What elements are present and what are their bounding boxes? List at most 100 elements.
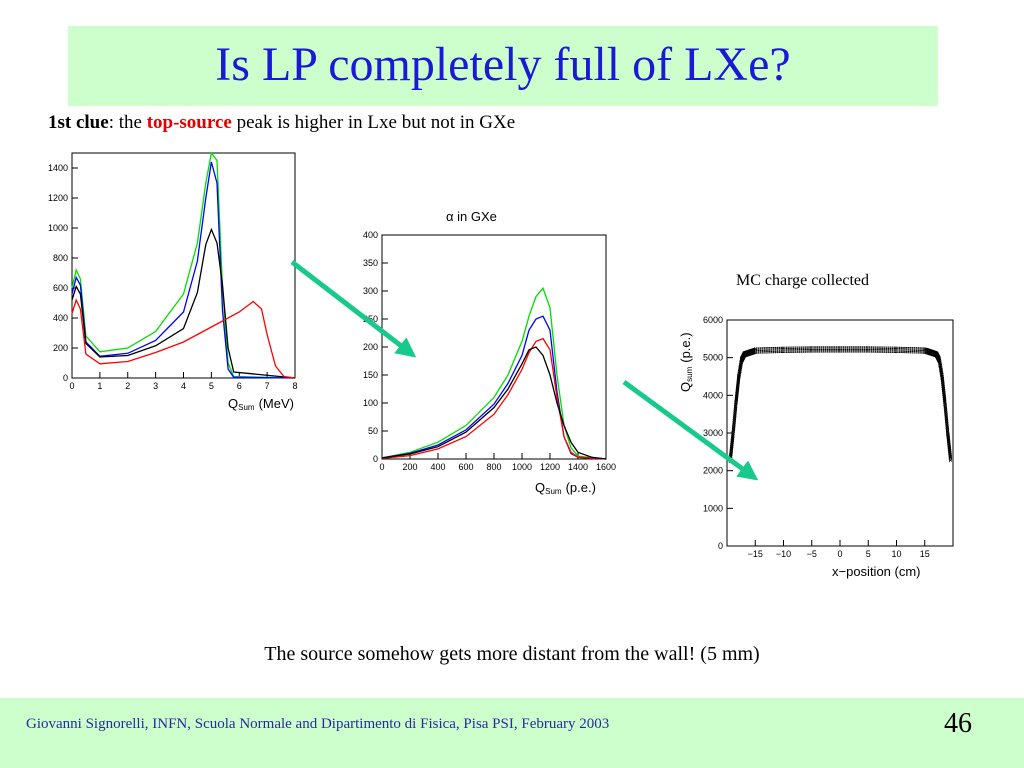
chart3-point [733, 413, 735, 415]
chart3-point [944, 393, 946, 394]
chart3-point [781, 346, 783, 348]
chart3-point [743, 351, 745, 352]
chart3-point [941, 388, 943, 390]
chart3-point [910, 348, 912, 350]
chart3-point [933, 353, 935, 355]
chart3-point [867, 349, 869, 350]
chart3-point [732, 438, 734, 440]
chart3-point [736, 404, 738, 406]
chart3-point [790, 347, 792, 349]
chart3-point [949, 449, 951, 451]
chart3-point [793, 351, 794, 353]
chart3-point [729, 455, 731, 457]
chart3-point [882, 350, 883, 352]
chart3-point [821, 346, 823, 348]
chart3-point [838, 347, 840, 349]
chart2-xtick-label: 800 [486, 462, 501, 472]
chart3-point [799, 346, 801, 348]
chart3-point [737, 381, 738, 383]
chart3-point [851, 351, 853, 353]
chart3-point [888, 350, 890, 352]
chart3-point [918, 347, 920, 349]
chart3-point [943, 396, 944, 398]
chart3-point [943, 395, 944, 397]
chart3-point [743, 353, 745, 355]
chart3-point [939, 362, 941, 364]
chart3-point [762, 349, 764, 351]
chart3-point [949, 446, 951, 448]
chart3-point [843, 350, 845, 352]
chart3-point [933, 356, 935, 358]
chart3-point [941, 377, 943, 379]
chart3-point [945, 401, 947, 403]
chart3-point [771, 347, 773, 348]
chart3-point [733, 411, 735, 413]
chart3-point [890, 348, 892, 349]
chart3-point [797, 350, 799, 352]
chart3-point [764, 347, 766, 349]
chart2-ytick-label: 400 [363, 230, 378, 240]
chart3-point [940, 366, 942, 368]
chart3-point [731, 450, 733, 452]
chart3-point [732, 442, 734, 444]
chart3-point [771, 350, 773, 352]
chart3-point [803, 347, 805, 349]
chart3-point [948, 444, 950, 446]
chart3-point [947, 437, 949, 439]
chart3-point [940, 378, 942, 380]
chart3-point [738, 377, 740, 379]
chart3-point [731, 452, 733, 454]
chart3-point [737, 375, 739, 377]
chart3-point [807, 346, 809, 348]
chart3-point [782, 346, 784, 348]
chart3-point [941, 364, 942, 366]
chart3-point [744, 350, 746, 352]
chart1-series-2 [71, 227, 296, 379]
chart3-point [734, 412, 736, 414]
chart3-point [941, 379, 943, 381]
chart3-point [817, 346, 819, 348]
chart3-point [805, 346, 807, 348]
chart3-point [797, 346, 799, 348]
chart3-point [941, 381, 943, 383]
chart3-point [943, 391, 945, 392]
chart2-ytick-label: 350 [363, 258, 378, 268]
chart3-point [731, 435, 733, 437]
chart3-xtick-label: −10 [776, 549, 791, 559]
chart3-point [739, 378, 741, 380]
chart3-point [945, 415, 947, 417]
chart3-xtick-label: −15 [748, 549, 763, 559]
chart3-point [739, 366, 741, 368]
chart3-point [950, 454, 952, 456]
chart3-point [769, 351, 770, 352]
chart2-plot-area: 0 200 400 600 800 1000 1200 1400 1600 0 50 100 150 20… [363, 230, 616, 472]
clue-rest: peak is higher in Lxe but not in GXe [231, 112, 516, 133]
chart3-point [949, 451, 951, 453]
chart3-point [939, 359, 941, 361]
chart3-point [928, 351, 930, 353]
chart3-point [732, 444, 734, 446]
chart3-point [788, 346, 790, 348]
chart3-point [729, 453, 731, 455]
chart3-point [736, 385, 738, 387]
chart3-point [941, 387, 943, 388]
chart3-point [943, 396, 945, 398]
chart1-plot-area: 0 1 2 3 4 5 6 7 8 0 200 400 600 800 1000 1200 1400 [48, 151, 298, 391]
chart3-point [849, 350, 851, 352]
chart3-point [941, 374, 943, 376]
chart3-point [827, 349, 829, 350]
chart3-point [946, 435, 948, 437]
chart3-point [733, 436, 735, 438]
chart3-point [736, 385, 738, 386]
chart3-point [839, 351, 840, 353]
chart3-point [731, 443, 733, 445]
chart3-point [744, 355, 746, 357]
chart3-point [853, 349, 855, 350]
chart3-point [942, 383, 944, 384]
chart3-point [821, 351, 823, 353]
chart3-point [948, 433, 950, 434]
chart1-xlabel: QSum (MeV) [228, 396, 294, 412]
chart3-point [760, 352, 762, 354]
chart3-point [735, 416, 737, 417]
